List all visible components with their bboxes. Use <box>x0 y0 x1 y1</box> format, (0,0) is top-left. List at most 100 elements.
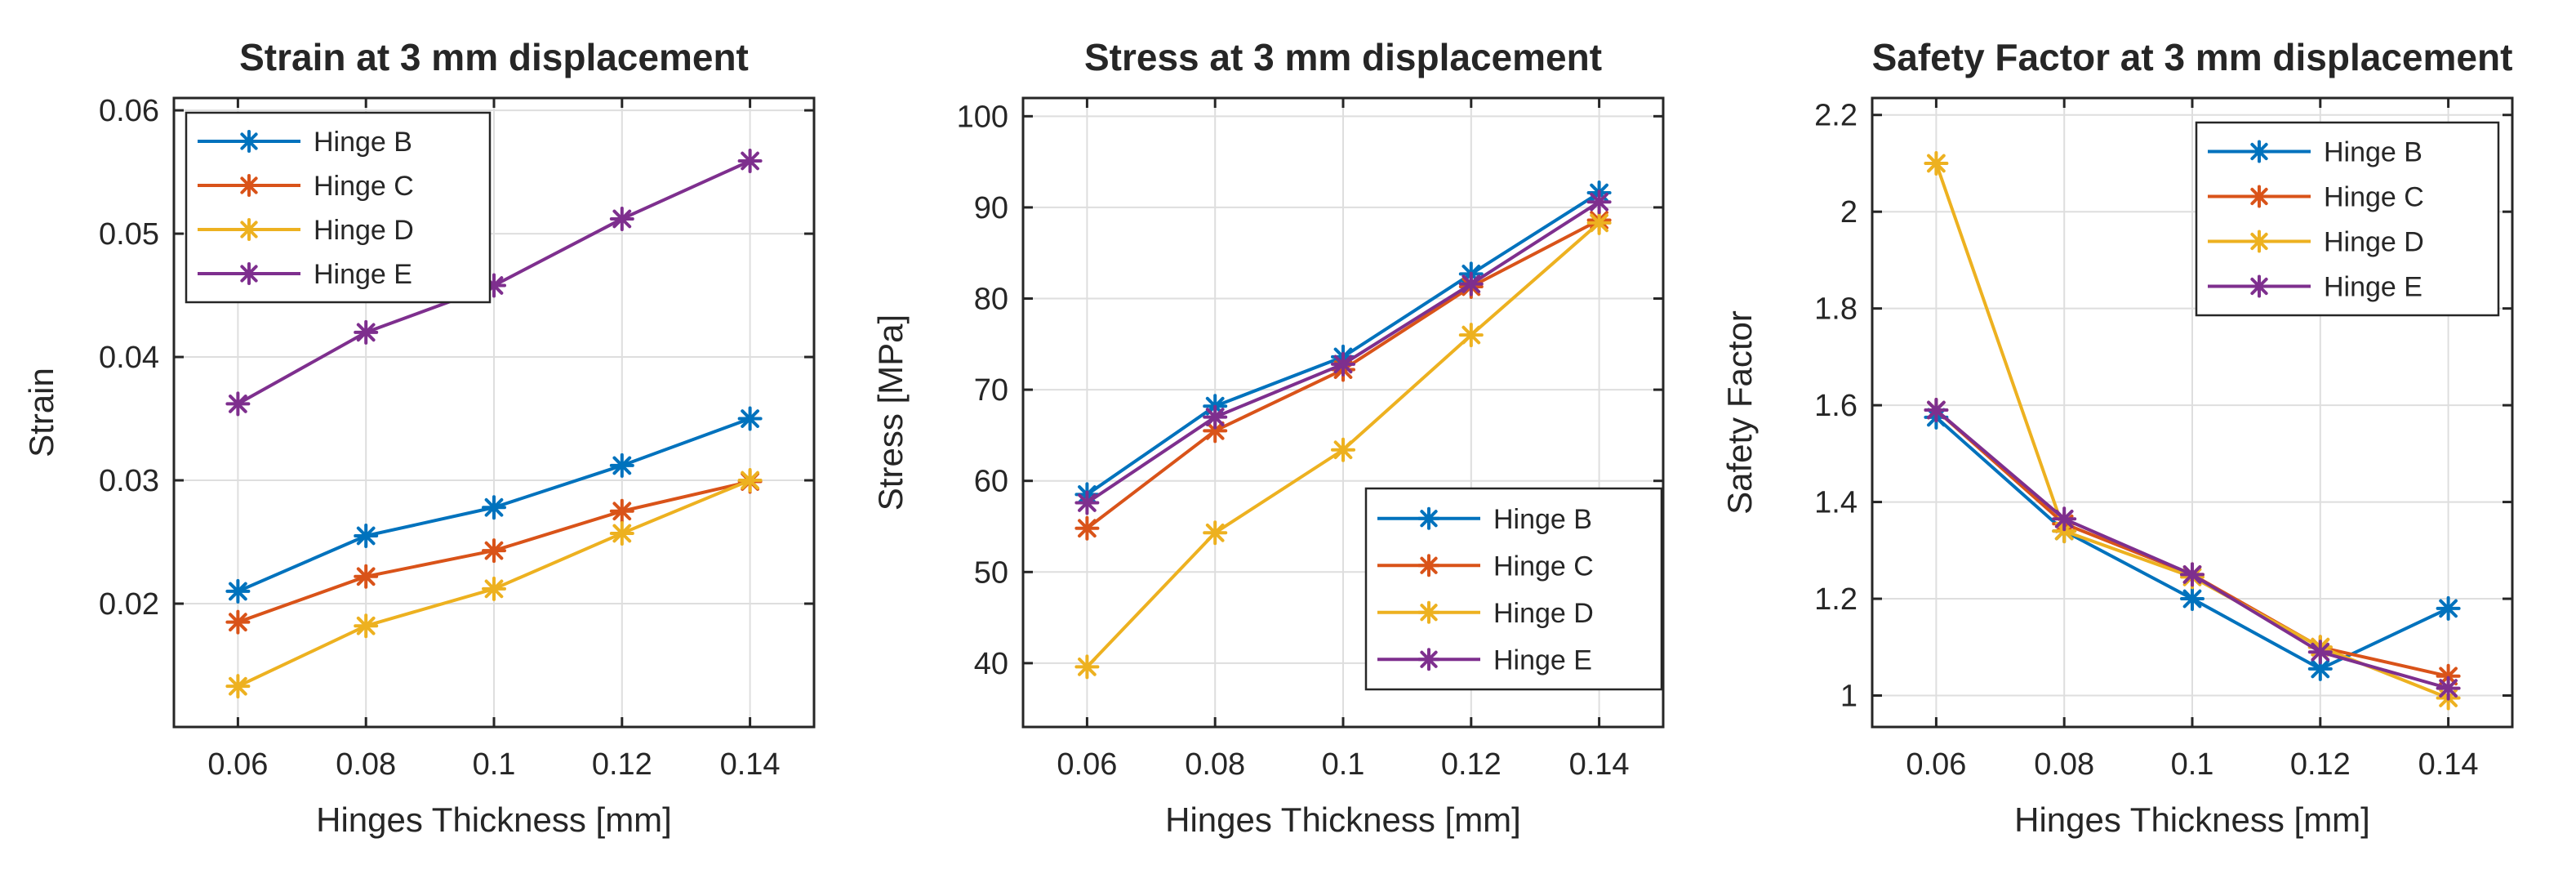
data-point <box>1074 490 1100 515</box>
legend-item: Hinge E <box>198 259 412 290</box>
y-tick-label: 0.02 <box>99 587 159 622</box>
data-point <box>1203 520 1228 546</box>
data-point <box>609 206 634 231</box>
legend-item: Hinge C <box>2208 182 2424 213</box>
y-tick-label: 1.4 <box>1814 486 1857 520</box>
legend-marker <box>238 218 260 241</box>
legend-marker <box>238 262 260 285</box>
y-tick-label: 60 <box>974 465 1008 499</box>
legend-marker <box>2248 185 2271 208</box>
x-tick-label: 0.12 <box>1441 747 1502 782</box>
y-tick-label: 40 <box>974 647 1008 681</box>
data-point <box>2180 562 2205 587</box>
legend: Hinge B Hinge C Hinge D Hinge E <box>1364 487 1663 691</box>
legend-label: Hinge E <box>314 259 412 290</box>
legend: Hinge B Hinge C Hinge D Hinge E <box>185 111 492 304</box>
y-axis-label: Stress [MPa] <box>871 314 910 511</box>
y-tick-label: 100 <box>957 100 1008 134</box>
y-tick-label: 1.8 <box>1814 292 1857 327</box>
x-tick-label: 0.06 <box>1057 747 1117 782</box>
legend-label: Hinge B <box>2324 137 2423 168</box>
data-point <box>225 609 251 635</box>
data-point <box>2436 595 2461 621</box>
legend-item: Hinge C <box>198 171 414 202</box>
data-point <box>737 468 763 493</box>
y-tick-label: 50 <box>974 555 1008 590</box>
chart-title: Strain at 3 mm displacement <box>239 36 749 78</box>
data-point <box>1924 398 1949 423</box>
legend-item: Hinge B <box>1377 504 1592 535</box>
data-point <box>1074 515 1100 541</box>
data-point <box>2052 506 2077 532</box>
data-point <box>1331 437 1355 462</box>
x-axis-label: Hinges Thickness [mm] <box>316 800 672 839</box>
data-point <box>609 498 634 524</box>
legend-label: Hinge E <box>1493 644 1592 676</box>
legend-item: Hinge D <box>2208 227 2424 258</box>
x-tick-label: 0.06 <box>207 747 268 782</box>
data-point <box>1203 404 1228 430</box>
legend-box <box>2195 121 2500 317</box>
data-point <box>737 149 763 173</box>
x-tick-label: 0.14 <box>1569 747 1630 782</box>
series-hinge-e <box>225 149 763 417</box>
legend-marker <box>238 174 260 197</box>
y-tick-label: 1.2 <box>1814 582 1857 617</box>
legend-item: Hinge B <box>198 127 412 158</box>
x-tick-label: 0.06 <box>1906 747 1966 782</box>
data-point <box>225 674 251 699</box>
grid <box>174 98 814 727</box>
data-point <box>354 564 379 589</box>
data-point <box>1586 210 1612 235</box>
data-point <box>609 520 634 546</box>
chart-title: Safety Factor at 3 mm displacement <box>1872 36 2513 78</box>
legend-marker <box>1417 554 1440 577</box>
legend-label: Hinge C <box>2324 182 2424 213</box>
legend-item: Hinge D <box>198 215 414 246</box>
chart-1: 0.06 0.08 0.1 0.12 0.14 0.02 0.03 0.04 0.05 0.06 S… <box>22 36 816 839</box>
data-point <box>1586 190 1612 215</box>
y-tick-label: 90 <box>974 191 1008 225</box>
chart-3: 0.06 0.08 0.1 0.12 0.14 1 1.2 1.4 1.6 1.8 2 2.2 Safe… <box>1720 36 2514 839</box>
legend-marker <box>2248 230 2271 253</box>
data-point <box>354 613 379 639</box>
legend-label: Hinge D <box>2324 227 2424 258</box>
y-axis-label: Strain <box>22 368 60 457</box>
series-hinge-d <box>1074 210 1612 680</box>
legend: Hinge B Hinge C Hinge D Hinge E <box>2195 121 2500 317</box>
legend-label: Hinge D <box>1493 598 1594 629</box>
legend-marker <box>2248 140 2271 163</box>
legend-marker <box>238 130 260 153</box>
data-point <box>1074 654 1100 680</box>
x-tick-label: 0.1 <box>2171 747 2214 782</box>
y-tick-label: 0.05 <box>99 217 159 252</box>
data-point <box>354 319 379 345</box>
legend-box <box>1364 487 1663 691</box>
y-tick-label: 0.06 <box>99 94 159 128</box>
data-point <box>1924 150 1949 176</box>
x-tick-label: 0.12 <box>592 747 652 782</box>
y-tick-label: 1 <box>1840 680 1857 714</box>
legend-marker <box>1417 506 1440 530</box>
legend-item: Hinge C <box>1377 551 1594 582</box>
data-point <box>482 576 506 601</box>
legend-marker <box>2248 274 2271 298</box>
legend-item: Hinge D <box>1377 598 1594 629</box>
legend-label: Hinge B <box>1493 504 1592 535</box>
x-tick-label: 0.1 <box>473 747 516 782</box>
data-point <box>2307 640 2333 665</box>
data-point <box>225 578 251 604</box>
x-axis-label: Hinges Thickness [mm] <box>2014 800 2370 839</box>
chart-title: Stress at 3 mm displacement <box>1084 36 1602 78</box>
y-tick-label: 80 <box>974 283 1008 317</box>
legend-item: Hinge E <box>2208 272 2423 303</box>
y-tick-label: 1.6 <box>1814 389 1857 423</box>
legend-item: Hinge E <box>1377 644 1592 676</box>
data-point <box>737 406 763 431</box>
data-point <box>225 391 251 417</box>
data-point <box>1203 418 1228 444</box>
legend-label: Hinge E <box>2324 272 2423 303</box>
y-tick-label: 0.04 <box>99 341 159 375</box>
x-tick-label: 0.12 <box>2290 747 2351 782</box>
